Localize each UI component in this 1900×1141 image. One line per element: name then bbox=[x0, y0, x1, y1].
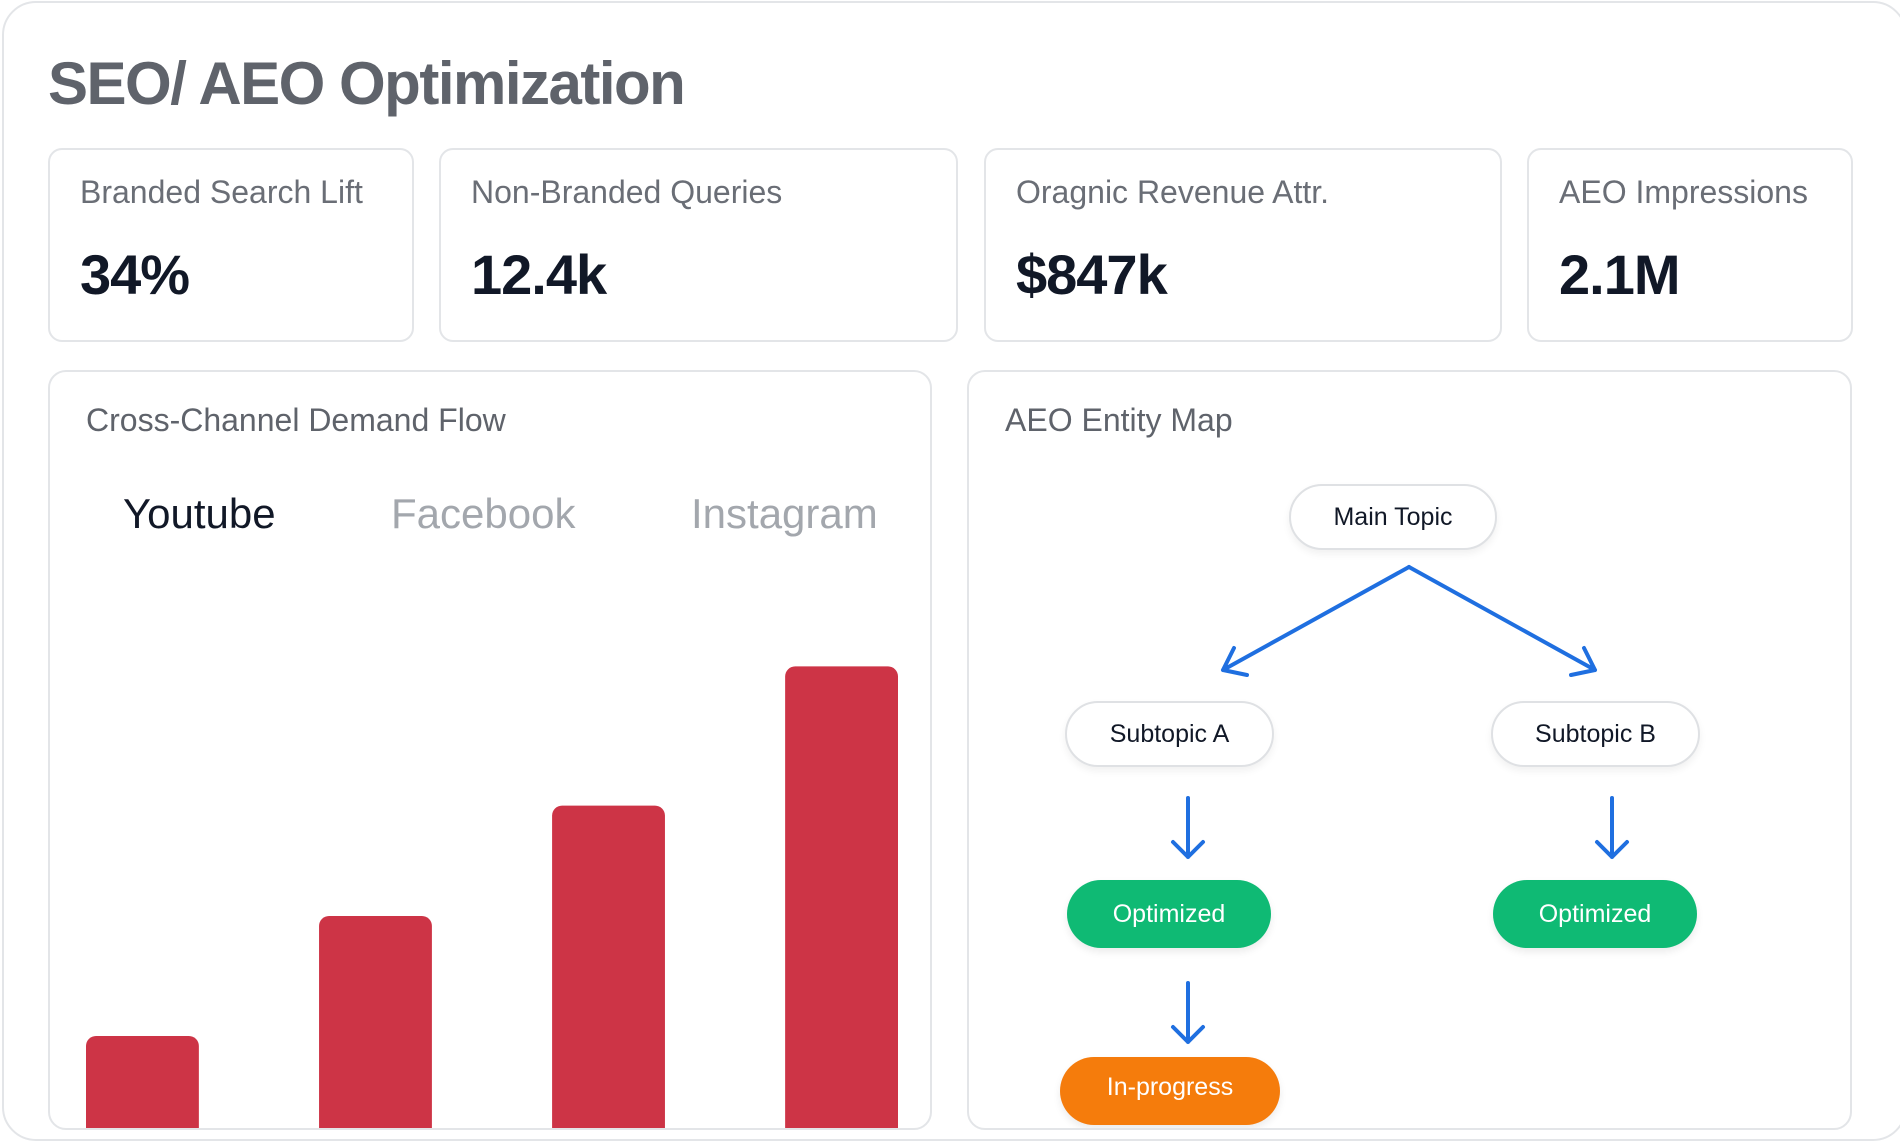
page-title: SEO/ AEO Optimization bbox=[48, 50, 686, 117]
kpi-value: 34% bbox=[80, 243, 190, 306]
status-badge-optimized-a: Optimized bbox=[1067, 880, 1271, 948]
bar-2 bbox=[319, 916, 432, 1128]
entity-node-main-topic[interactable]: Main Topic bbox=[1289, 484, 1497, 550]
status-badge-in-progress: In-progress bbox=[1060, 1057, 1280, 1125]
status-badge-optimized-b: Optimized bbox=[1493, 880, 1697, 948]
arrow-status-a-to-progress bbox=[1171, 981, 1205, 1044]
bar-3 bbox=[552, 805, 665, 1128]
arrow-subtopic-b-to-status bbox=[1595, 796, 1629, 859]
entity-node-subtopic-b[interactable]: Subtopic B bbox=[1491, 701, 1700, 767]
kpi-label: Non-Branded Queries bbox=[471, 174, 783, 210]
kpi-value: $847k bbox=[1016, 243, 1168, 306]
kpi-card-organic-revenue: Oragnic Revenue Attr. $847k bbox=[984, 148, 1502, 342]
arrow-root-to-subtopic-a bbox=[1221, 565, 1411, 677]
demand-flow-panel: Cross-Channel Demand Flow Youtube Facebo… bbox=[48, 370, 932, 1130]
kpi-label: Branded Search Lift bbox=[80, 174, 363, 210]
kpi-card-non-branded-queries: Non-Branded Queries 12.4k bbox=[439, 148, 958, 342]
kpi-label: AEO Impressions bbox=[1559, 174, 1808, 210]
arrow-subtopic-a-to-status bbox=[1171, 796, 1205, 859]
bar-1 bbox=[86, 1036, 199, 1128]
arrow-root-to-subtopic-b bbox=[1407, 565, 1597, 677]
kpi-label: Oragnic Revenue Attr. bbox=[1016, 174, 1330, 210]
panel-title: AEO Entity Map bbox=[1005, 402, 1233, 438]
tab-instagram[interactable]: Instagram bbox=[691, 490, 878, 537]
bar-4 bbox=[785, 666, 898, 1128]
kpi-value: 12.4k bbox=[471, 243, 607, 306]
kpi-card-aeo-impressions: AEO Impressions 2.1M bbox=[1527, 148, 1853, 342]
demand-flow-bar-chart bbox=[86, 666, 898, 1128]
kpi-value: 2.1M bbox=[1559, 243, 1680, 306]
tab-youtube[interactable]: Youtube bbox=[123, 490, 276, 537]
tab-facebook[interactable]: Facebook bbox=[391, 490, 576, 537]
panel-title: Cross-Channel Demand Flow bbox=[86, 402, 506, 438]
entity-map-panel: AEO Entity Map Main Topic Subtopic A Sub… bbox=[967, 370, 1852, 1130]
kpi-card-branded-search-lift: Branded Search Lift 34% bbox=[48, 148, 414, 342]
arrow-group bbox=[1171, 565, 1629, 1044]
entity-node-subtopic-a[interactable]: Subtopic A bbox=[1065, 701, 1274, 767]
entity-map-arrows bbox=[1171, 565, 1629, 1044]
